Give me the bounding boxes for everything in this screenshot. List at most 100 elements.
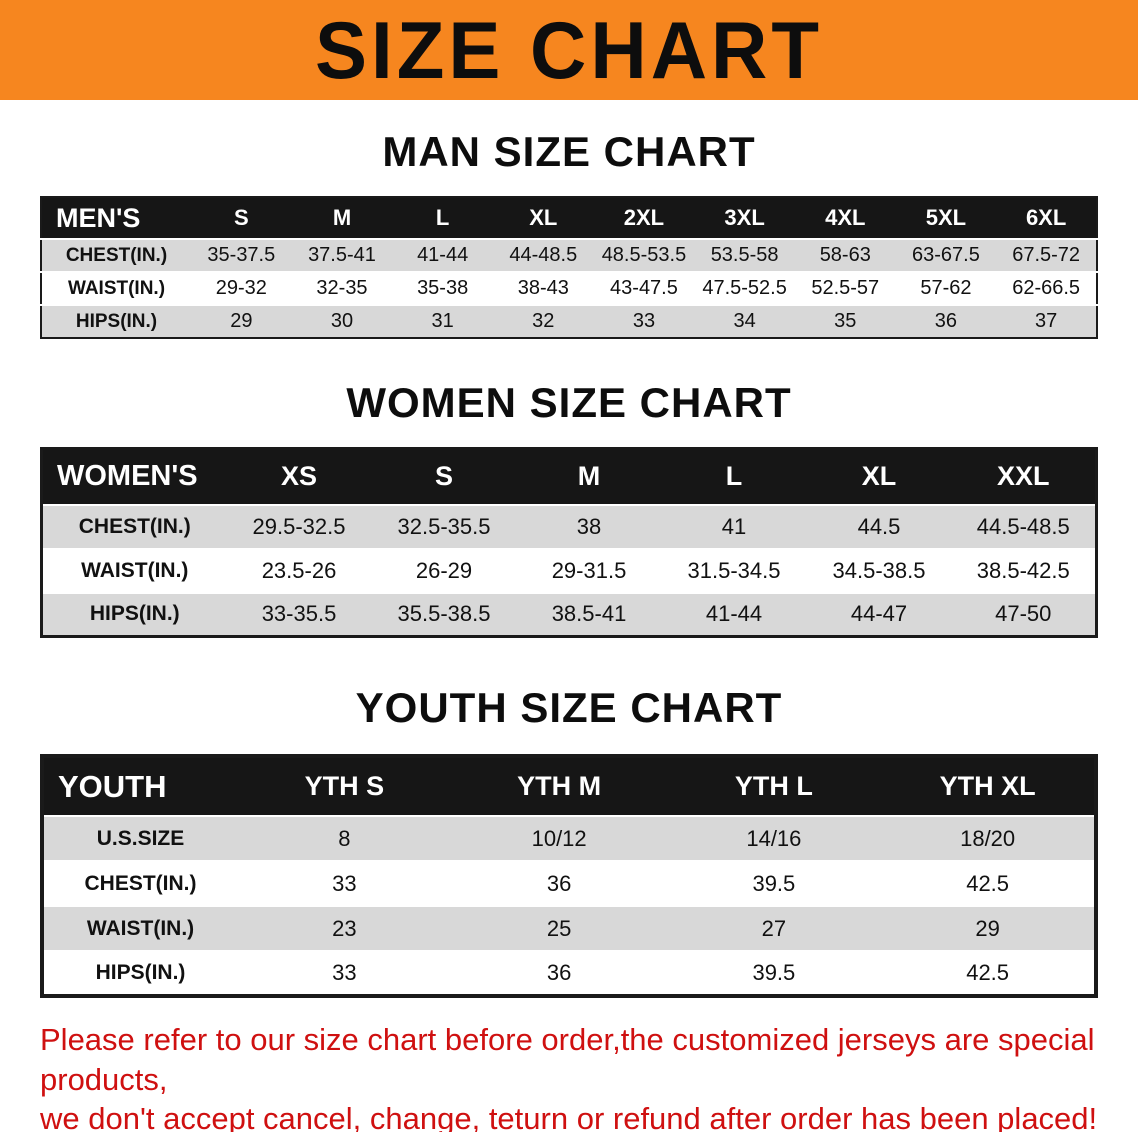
table-row: CHEST(IN.) 35-37.5 37.5-41 41-44 44-48.5 48.5…	[41, 239, 1097, 272]
size-value: 35-37.5	[207, 244, 276, 266]
table-header-row: MEN'S S M L XL 2XL 3XL 4XL 5XL 6XL	[41, 197, 1097, 239]
size-value: 25	[546, 915, 572, 941]
size-value: 35.5-38.5	[397, 601, 491, 627]
table-row: WAIST(IN.) 23 25 27 29	[42, 906, 1096, 951]
size-column-header: M	[291, 197, 393, 239]
size-value: 34.5-38.5	[832, 557, 926, 583]
order-note-line-2: we don't accept cancel, change, teturn o…	[40, 1101, 1098, 1132]
row-label: U.S.SIZE	[96, 826, 185, 850]
row-label: CHEST(IN.)	[65, 244, 168, 266]
size-value: 36	[546, 960, 572, 985]
row-label: HIPS(IN.)	[95, 961, 186, 984]
size-column-header: L	[661, 448, 807, 505]
size-column-header: L	[392, 197, 493, 239]
size-value: 32	[532, 310, 555, 332]
size-value: 33	[332, 960, 357, 985]
size-value: 52.5-57	[811, 277, 880, 299]
table-row: WAIST(IN.) 29-32 32-35 35-38 38-43 43-47.5 47.…	[41, 272, 1097, 305]
size-value: 23.5-26	[261, 557, 337, 583]
women-section: WOMEN SIZE CHART WOMEN'S XS S M L XL XXL CHEST(…	[0, 379, 1138, 638]
table-row: HIPS(IN.) 33 36 39.5 42.5	[42, 951, 1096, 996]
size-value: 29-32	[215, 277, 267, 299]
size-column-header: 4XL	[794, 197, 896, 239]
youth-size-table: YOUTH YTH S YTH M YTH L YTH XL U.S.SIZE 8 10/12…	[40, 754, 1098, 998]
row-label: WAIST(IN.)	[81, 558, 189, 582]
size-column-header: XS	[226, 448, 372, 505]
table-row: WAIST(IN.) 23.5-26 26-29 29-31.5 31.5-34.5 34…	[41, 548, 1097, 593]
banner: SIZE CHART	[0, 0, 1138, 100]
youth-section-heading: YOUTH SIZE CHART	[355, 684, 783, 731]
men-size-table: MEN'S S M L XL 2XL 3XL 4XL 5XL 6XL CHEST(IN.) 35-37…	[40, 196, 1098, 339]
size-value: 38-43	[517, 277, 569, 299]
size-value: 44.5-48.5	[976, 513, 1070, 539]
size-value: 36	[546, 870, 572, 896]
size-value: 29.5-32.5	[252, 513, 346, 539]
size-value: 26-29	[415, 557, 473, 583]
size-value: 53.5-58	[710, 244, 779, 266]
size-column-header: M	[516, 448, 662, 505]
size-value: 38.5-42.5	[976, 557, 1070, 583]
size-value: 29	[975, 915, 1000, 941]
size-value: 58-63	[819, 244, 871, 266]
size-value: 67.5-72	[1012, 244, 1081, 266]
size-value: 30	[330, 310, 354, 332]
size-value: 47-50	[995, 601, 1052, 627]
size-value: 8	[338, 825, 351, 851]
size-value: 48.5-53.5	[601, 244, 687, 266]
men-section: MAN SIZE CHART MEN'S S M L XL 2XL 3XL 4XL 5XL 6XL…	[0, 128, 1138, 339]
size-value: 14/16	[746, 825, 802, 851]
size-value: 27	[761, 915, 787, 941]
size-column-header: XL	[492, 197, 594, 239]
table-row: CHEST(IN.) 33 36 39.5 42.5	[42, 861, 1096, 906]
table-row: U.S.SIZE 8 10/12 14/16 18/20	[42, 816, 1096, 861]
size-column-header: 5XL	[895, 197, 997, 239]
size-column-header: S	[371, 448, 517, 505]
size-value: 43-47.5	[610, 277, 678, 299]
size-column-header: YTH XL	[881, 756, 1096, 816]
size-value: 63-67.5	[912, 244, 980, 266]
size-value: 42.5	[966, 870, 1010, 896]
men-section-heading: MAN SIZE CHART	[382, 128, 756, 175]
size-value: 44-48.5	[509, 244, 578, 266]
size-value: 35	[834, 310, 857, 332]
size-value: 34	[733, 310, 756, 332]
size-value: 36	[934, 310, 958, 332]
size-value: 38	[576, 513, 602, 539]
row-label: HIPS(IN.)	[89, 602, 180, 626]
size-value: 37	[1035, 310, 1058, 332]
table-header-row: YOUTH YTH S YTH M YTH L YTH XL	[42, 756, 1096, 816]
row-label: HIPS(IN.)	[75, 310, 158, 332]
size-value: 31.5-34.5	[687, 557, 781, 583]
size-column-header: YTH S	[237, 756, 452, 816]
size-column-header: 3XL	[694, 197, 795, 239]
table-row: HIPS(IN.) 33-35.5 35.5-38.5 38.5-41 41-44 44-…	[41, 592, 1097, 637]
size-value: 33	[632, 310, 656, 332]
size-value: 31	[431, 310, 454, 332]
table-title-cell: MEN'S	[41, 197, 191, 239]
table-title-cell: WOMEN'S	[41, 448, 227, 505]
table-row: CHEST(IN.) 29.5-32.5 32.5-35.5 38 41 44.5 44.5…	[41, 504, 1097, 549]
size-column-header: YTH M	[451, 756, 667, 816]
size-value: 41-44	[705, 601, 763, 627]
women-section-heading: WOMEN SIZE CHART	[346, 379, 792, 426]
size-column-header: S	[191, 197, 292, 239]
table-title-cell: YOUTH	[42, 756, 237, 816]
size-value: 47.5-52.5	[702, 277, 787, 299]
size-value: 23	[332, 915, 357, 941]
size-value: 33-35.5	[261, 601, 337, 627]
size-column-header: YTH L	[666, 756, 882, 816]
size-value: 35-38	[417, 277, 469, 299]
row-label: CHEST(IN.)	[84, 871, 197, 895]
size-value: 18/20	[960, 825, 1016, 851]
size-value: 41-44	[417, 244, 469, 266]
order-note-line-1: Please refer to our size chart before or…	[40, 1022, 1095, 1097]
youth-section: YOUTH SIZE CHART YOUTH YTH S YTH M YTH L YTH…	[0, 684, 1138, 998]
size-value: 32-35	[316, 277, 368, 299]
size-value: 32.5-35.5	[397, 513, 491, 539]
order-note: Please refer to our size chart before or…	[40, 1020, 1138, 1132]
size-value: 57-62	[920, 277, 972, 299]
banner-title: SIZE CHART	[315, 3, 823, 96]
size-value: 38.5-41	[551, 601, 627, 627]
size-column-header: 6XL	[996, 197, 1097, 239]
size-value: 33	[332, 870, 357, 896]
